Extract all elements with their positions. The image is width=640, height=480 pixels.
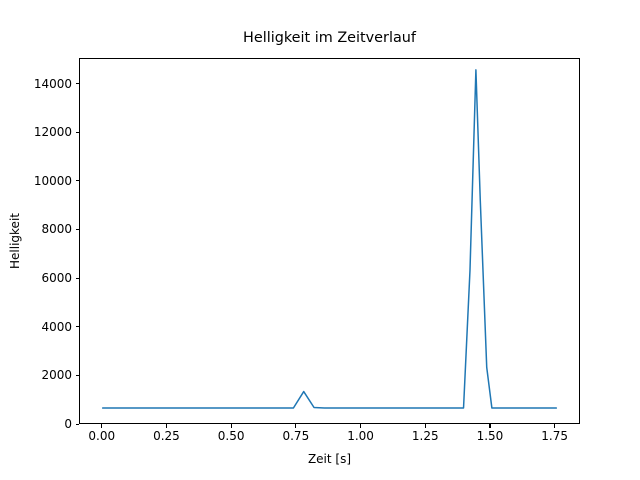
data-series-line — [103, 70, 557, 408]
x-tick-mark — [360, 424, 362, 428]
y-tick-label: 2000 — [41, 368, 72, 383]
chart-title: Helligkeit im Zeitverlauf — [243, 30, 416, 46]
x-tick-label: 1.50 — [476, 429, 504, 443]
x-tick-label: 0.25 — [153, 429, 180, 443]
y-tick-label: 12000 — [33, 125, 72, 140]
x-tick-mark — [101, 424, 103, 428]
x-tick-label: 1.75 — [541, 429, 568, 443]
y-axis-label: Helligkeit — [8, 213, 22, 269]
y-tick-label: 0 — [64, 417, 72, 431]
x-tick-mark — [295, 424, 297, 428]
y-tick-label: 4000 — [41, 319, 72, 334]
x-tick-mark — [554, 424, 556, 428]
x-tick-mark — [230, 424, 232, 428]
x-tick-mark — [489, 424, 491, 428]
x-tick-mark — [165, 424, 168, 428]
x-axis-label: Zeit [s] — [307, 452, 352, 466]
plot-area — [79, 58, 580, 424]
x-tick-label: 1.25 — [411, 429, 439, 443]
y-tick-label: 6000 — [41, 271, 72, 286]
x-tick-label: 0.50 — [217, 429, 245, 443]
data-line-svg — [80, 59, 579, 423]
x-tick-label: 0.75 — [282, 429, 310, 443]
y-tick-label: 14000 — [33, 76, 72, 91]
x-tick-label: 1.00 — [347, 429, 374, 443]
y-tick-label: 8000 — [41, 222, 72, 237]
x-tick-label: 0.00 — [88, 429, 116, 443]
x-tick-mark — [424, 424, 426, 428]
y-tick-label: 10000 — [33, 173, 72, 188]
